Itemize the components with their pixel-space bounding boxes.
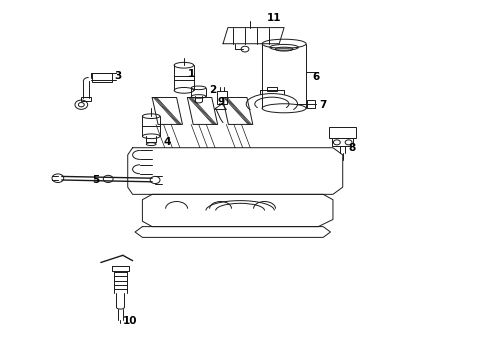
Text: 10: 10: [123, 316, 137, 325]
Bar: [92, 73, 112, 82]
Bar: [332, 138, 353, 146]
Text: 3: 3: [114, 71, 122, 81]
Bar: [267, 87, 277, 91]
Text: 7: 7: [319, 100, 327, 110]
Text: 4: 4: [163, 138, 171, 147]
Text: 1: 1: [188, 69, 195, 79]
Text: 11: 11: [267, 13, 282, 23]
Text: 9: 9: [217, 97, 224, 107]
Text: 2: 2: [210, 85, 217, 95]
Bar: [81, 97, 91, 102]
Bar: [329, 127, 356, 138]
Bar: [307, 100, 316, 108]
Text: 5: 5: [92, 175, 99, 185]
Text: 8: 8: [349, 143, 356, 153]
Text: 6: 6: [312, 72, 319, 82]
Bar: [217, 91, 227, 104]
